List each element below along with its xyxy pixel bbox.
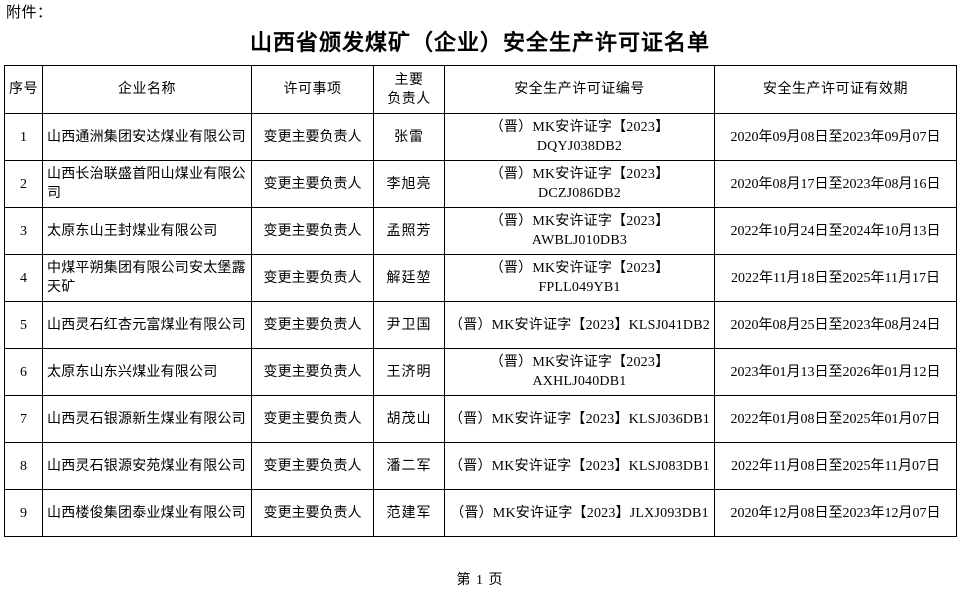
cell-index: 3 xyxy=(4,207,43,255)
cell-validity-period: 2022年01月08日至2025年01月07日 xyxy=(714,395,957,443)
column-header-index: 序号 xyxy=(4,65,43,114)
table-row: 2 山西长治联盛首阳山煤业有限公司 变更主要负责人 李旭亮 （晋）MK安许证字【2023… xyxy=(4,160,957,208)
cell-permit-matter: 变更主要负责人 xyxy=(251,395,374,443)
cell-index: 1 xyxy=(4,113,43,161)
cell-certificate-number: （晋）MK安许证字【2023】AXHLJ040DB1 xyxy=(444,348,715,396)
cell-permit-matter: 变更主要负责人 xyxy=(251,348,374,396)
table-row: 3 太原东山王封煤业有限公司 变更主要负责人 孟照芳 （晋）MK安许证字【2023】AW… xyxy=(4,207,957,255)
page-footer: 第 1 页 xyxy=(456,573,504,588)
cell-validity-period: 2022年10月24日至2024年10月13日 xyxy=(714,207,957,255)
table-row: 9 山西楼俊集团泰业煤业有限公司 变更主要负责人 范建军 （晋）MK安许证字【2023】… xyxy=(4,489,957,537)
cell-company-name: 山西灵石红杏元富煤业有限公司 xyxy=(42,301,252,349)
cell-validity-period: 2023年01月13日至2026年01月12日 xyxy=(714,348,957,396)
table-body: 1 山西通洲集团安达煤业有限公司 变更主要负责人 张雷 （晋）MK安许证字【2023】D… xyxy=(4,113,957,537)
cell-company-name: 太原东山东兴煤业有限公司 xyxy=(42,348,252,396)
table-row: 6 太原东山东兴煤业有限公司 变更主要负责人 王济明 （晋）MK安许证字【2023】AX… xyxy=(4,348,957,396)
cell-company-name: 中煤平朔集团有限公司安太堡露天矿 xyxy=(42,254,252,302)
cell-index: 4 xyxy=(4,254,43,302)
cell-company-name: 山西灵石银源新生煤业有限公司 xyxy=(42,395,252,443)
column-header-principal-line2: 负责人 xyxy=(387,91,431,107)
cell-principal: 范建军 xyxy=(373,489,445,537)
cell-principal: 孟照芳 xyxy=(373,207,445,255)
table-header-row: 序号 企业名称 许可事项 主要 负责人 安全生产许可证编号 安全生产许可证有效期 xyxy=(4,65,957,114)
cell-principal: 潘二军 xyxy=(373,442,445,490)
column-header-principal: 主要 负责人 xyxy=(373,65,445,114)
table-row: 5 山西灵石红杏元富煤业有限公司 变更主要负责人 尹卫国 （晋）MK安许证字【2023】… xyxy=(4,301,957,349)
cell-company-name: 山西通洲集团安达煤业有限公司 xyxy=(42,113,252,161)
cell-certificate-number: （晋）MK安许证字【2023】AWBLJ010DB3 xyxy=(444,207,715,255)
cell-certificate-number: （晋）MK安许证字【2023】KLSJ036DB1 xyxy=(444,395,715,443)
cell-certificate-number: （晋）MK安许证字【2023】DCZJ086DB2 xyxy=(444,160,715,208)
column-header-permit-matter: 许可事项 xyxy=(251,65,374,114)
cell-validity-period: 2020年12月08日至2023年12月07日 xyxy=(714,489,957,537)
cell-principal: 尹卫国 xyxy=(373,301,445,349)
attachment-label: 附件： xyxy=(6,5,53,21)
cell-validity-period: 2022年11月08日至2025年11月07日 xyxy=(714,442,957,490)
cell-permit-matter: 变更主要负责人 xyxy=(251,254,374,302)
cell-principal: 胡茂山 xyxy=(373,395,445,443)
table-row: 7 山西灵石银源新生煤业有限公司 变更主要负责人 胡茂山 （晋）MK安许证字【2023】… xyxy=(4,395,957,443)
cell-validity-period: 2020年09月08日至2023年09月07日 xyxy=(714,113,957,161)
cell-permit-matter: 变更主要负责人 xyxy=(251,489,374,537)
cell-certificate-number: （晋）MK安许证字【2023】DQYJ038DB2 xyxy=(444,113,715,161)
table-header: 序号 企业名称 许可事项 主要 负责人 安全生产许可证编号 安全生产许可证有效期 xyxy=(4,65,957,114)
page-title: 山西省颁发煤矿（企业）安全生产许可证名单 xyxy=(249,30,710,55)
column-header-principal-line1: 主要 xyxy=(394,72,424,88)
cell-company-name: 山西长治联盛首阳山煤业有限公司 xyxy=(42,160,252,208)
cell-principal: 王济明 xyxy=(373,348,445,396)
cell-certificate-number: （晋）MK安许证字【2023】KLSJ083DB1 xyxy=(444,442,715,490)
cell-principal: 张雷 xyxy=(373,113,445,161)
cell-index: 5 xyxy=(4,301,43,349)
cell-principal: 李旭亮 xyxy=(373,160,445,208)
cell-certificate-number: （晋）MK安许证字【2023】KLSJ041DB2 xyxy=(444,301,715,349)
cell-certificate-number: （晋）MK安许证字【2023】JLXJ093DB1 xyxy=(444,489,715,537)
cell-permit-matter: 变更主要负责人 xyxy=(251,160,374,208)
cell-certificate-number: （晋）MK安许证字【2023】FPLL049YB1 xyxy=(444,254,715,302)
cell-permit-matter: 变更主要负责人 xyxy=(251,301,374,349)
cell-validity-period: 2020年08月25日至2023年08月24日 xyxy=(714,301,957,349)
cell-validity-period: 2020年08月17日至2023年08月16日 xyxy=(714,160,957,208)
cell-company-name: 山西楼俊集团泰业煤业有限公司 xyxy=(42,489,252,537)
table-row: 4 中煤平朔集团有限公司安太堡露天矿 变更主要负责人 解廷堃 （晋）MK安许证字【202… xyxy=(4,254,957,302)
cell-index: 9 xyxy=(4,489,43,537)
cell-principal: 解廷堃 xyxy=(373,254,445,302)
table-row: 8 山西灵石银源安苑煤业有限公司 变更主要负责人 潘二军 （晋）MK安许证字【2023】… xyxy=(4,442,957,490)
cell-index: 8 xyxy=(4,442,43,490)
table-row: 1 山西通洲集团安达煤业有限公司 变更主要负责人 张雷 （晋）MK安许证字【2023】D… xyxy=(4,113,957,161)
permit-listing-table: 序号 企业名称 许可事项 主要 负责人 安全生产许可证编号 安全生产许可证有效期… xyxy=(4,65,957,537)
cell-company-name: 太原东山王封煤业有限公司 xyxy=(42,207,252,255)
cell-permit-matter: 变更主要负责人 xyxy=(251,207,374,255)
cell-validity-period: 2022年11月18日至2025年11月17日 xyxy=(714,254,957,302)
cell-permit-matter: 变更主要负责人 xyxy=(251,442,374,490)
column-header-company-name: 企业名称 xyxy=(42,65,252,114)
cell-index: 6 xyxy=(4,348,43,396)
column-header-validity-period: 安全生产许可证有效期 xyxy=(714,65,957,114)
cell-permit-matter: 变更主要负责人 xyxy=(251,113,374,161)
cell-index: 7 xyxy=(4,395,43,443)
cell-company-name: 山西灵石银源安苑煤业有限公司 xyxy=(42,442,252,490)
column-header-certificate-number: 安全生产许可证编号 xyxy=(444,65,715,114)
cell-index: 2 xyxy=(4,160,43,208)
